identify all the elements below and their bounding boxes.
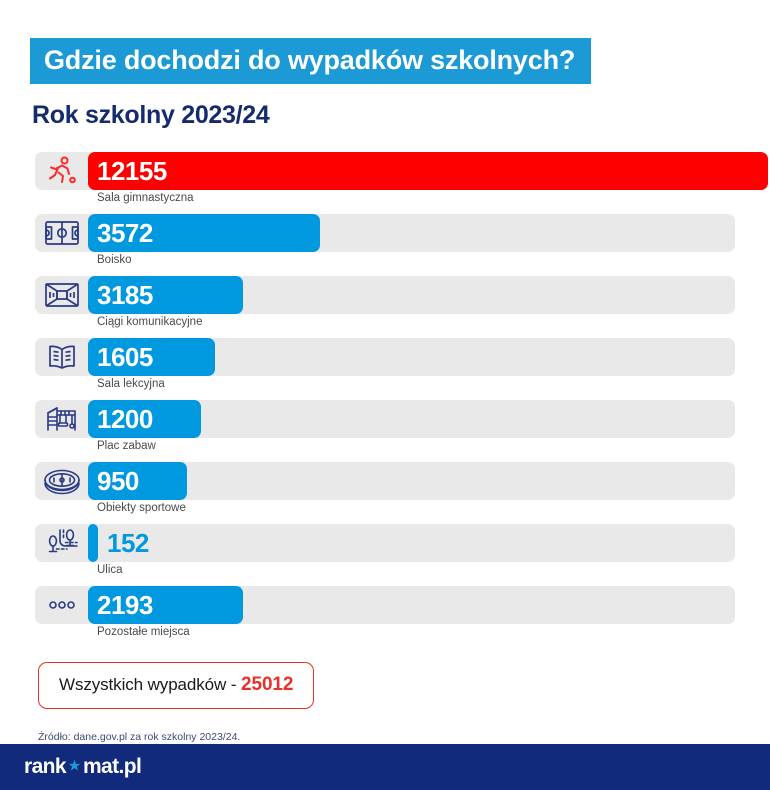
logo-text-after: mat.pl <box>82 755 142 778</box>
bar-value: 1605 <box>97 342 153 372</box>
bar-fill <box>88 586 243 624</box>
total-value: 25012 <box>241 674 294 695</box>
star-icon <box>67 755 82 779</box>
rankomat-logo[interactable]: rank mat.pl <box>24 755 142 779</box>
bar-label: Obiekty sportowe <box>97 502 186 514</box>
bar-label: Ulica <box>97 564 123 576</box>
bar-track <box>35 524 735 562</box>
total-summary: Wszystkich wypadków - 25012 <box>38 662 770 709</box>
bar-value: 152 <box>107 528 149 558</box>
page-subtitle: Rok szkolny 2023/24 <box>32 101 270 129</box>
open-book-icon <box>35 338 88 376</box>
corridor-icon <box>35 276 88 314</box>
bar-fill <box>88 276 243 314</box>
bar-value: 3185 <box>97 280 153 310</box>
total-label: Wszystkich wypadków - <box>59 675 237 694</box>
page-header: Gdzie dochodzi do wypadków szkolnych? Ro… <box>0 0 770 130</box>
bar-label: Sala gimnastyczna <box>97 192 194 204</box>
chart-row: 3185 Ciągi komunikacyjne <box>35 276 770 338</box>
source-note: Źródło: dane.gov.pl za rok szkolny 2023/… <box>38 731 241 743</box>
chart-row: 2193 Pozostałe miejsca <box>35 586 770 648</box>
bar-value: 950 <box>97 466 139 496</box>
bar-fill <box>88 462 187 500</box>
stadium-icon <box>35 462 88 500</box>
playground-icon <box>35 400 88 438</box>
chart-row: 1200 Plac zabaw <box>35 400 770 462</box>
accident-locations-bar-chart: 12155 Sala gimnastyczna 3572 Boisko <box>0 152 770 648</box>
bar-fill <box>88 338 215 376</box>
sports-field-icon <box>35 214 88 252</box>
page-footer: rank mat.pl <box>0 744 770 790</box>
chart-row: 152 Ulica <box>35 524 770 586</box>
chart-row: 12155 Sala gimnastyczna <box>35 152 770 214</box>
bar-fill <box>88 214 320 252</box>
bar-fill <box>88 400 201 438</box>
three-dots-icon <box>35 586 88 624</box>
bar-label: Ciągi komunikacyjne <box>97 316 203 328</box>
bar-label: Pozostałe miejsca <box>97 626 190 638</box>
bar-label: Boisko <box>97 254 132 266</box>
chart-row: 950 Obiekty sportowe <box>35 462 770 524</box>
total-box: Wszystkich wypadków - 25012 <box>38 662 315 709</box>
logo-text-before: rank <box>24 755 67 778</box>
bar-label: Plac zabaw <box>97 440 156 452</box>
bar-label: Sala lekcyjna <box>97 378 165 390</box>
chart-row: 1605 Sala lekcyjna <box>35 338 770 400</box>
bar-value: 3572 <box>97 218 153 248</box>
page-title: Gdzie dochodzi do wypadków szkolnych? <box>30 38 592 84</box>
gymnast-running-icon <box>35 152 88 190</box>
bar-value: 12155 <box>97 156 167 186</box>
chart-row: 3572 Boisko <box>35 214 770 276</box>
bar-value: 2193 <box>97 590 153 620</box>
bar-value: 1200 <box>97 404 153 434</box>
bar-fill <box>88 524 98 562</box>
street-trees-icon <box>35 524 88 562</box>
bar-fill <box>88 152 768 190</box>
